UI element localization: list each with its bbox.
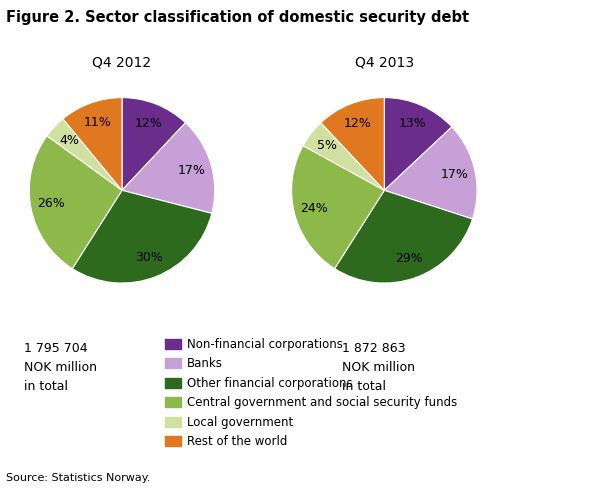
- Title: Q4 2013: Q4 2013: [355, 55, 414, 69]
- Text: 5%: 5%: [317, 140, 337, 152]
- Text: Figure 2. Sector classification of domestic security debt: Figure 2. Sector classification of domes…: [6, 10, 469, 25]
- Wedge shape: [63, 98, 122, 190]
- Text: 4%: 4%: [59, 134, 79, 147]
- Text: 30%: 30%: [135, 251, 162, 264]
- Text: 24%: 24%: [300, 202, 328, 215]
- Text: 26%: 26%: [37, 197, 65, 210]
- Wedge shape: [335, 190, 473, 283]
- Text: 1 795 704
NOK million
in total: 1 795 704 NOK million in total: [24, 342, 98, 393]
- Wedge shape: [384, 127, 477, 219]
- Wedge shape: [47, 119, 122, 190]
- Wedge shape: [122, 98, 185, 190]
- Wedge shape: [73, 190, 212, 283]
- Wedge shape: [29, 136, 122, 268]
- Text: 13%: 13%: [399, 118, 427, 130]
- Wedge shape: [321, 98, 384, 190]
- Text: 12%: 12%: [344, 117, 371, 130]
- Text: Source: Statistics Norway.: Source: Statistics Norway.: [6, 473, 151, 483]
- Text: 1 872 863
NOK million
in total: 1 872 863 NOK million in total: [342, 342, 415, 393]
- Text: 11%: 11%: [84, 116, 112, 129]
- Legend: Non-financial corporations, Banks, Other financial corporations, Central governm: Non-financial corporations, Banks, Other…: [165, 338, 457, 448]
- Text: 17%: 17%: [178, 163, 206, 177]
- Wedge shape: [122, 122, 215, 213]
- Wedge shape: [384, 98, 452, 190]
- Text: 12%: 12%: [135, 117, 162, 130]
- Wedge shape: [303, 122, 384, 190]
- Text: 29%: 29%: [395, 252, 423, 265]
- Wedge shape: [292, 145, 384, 268]
- Title: Q4 2012: Q4 2012: [93, 55, 151, 69]
- Text: 17%: 17%: [441, 168, 469, 181]
